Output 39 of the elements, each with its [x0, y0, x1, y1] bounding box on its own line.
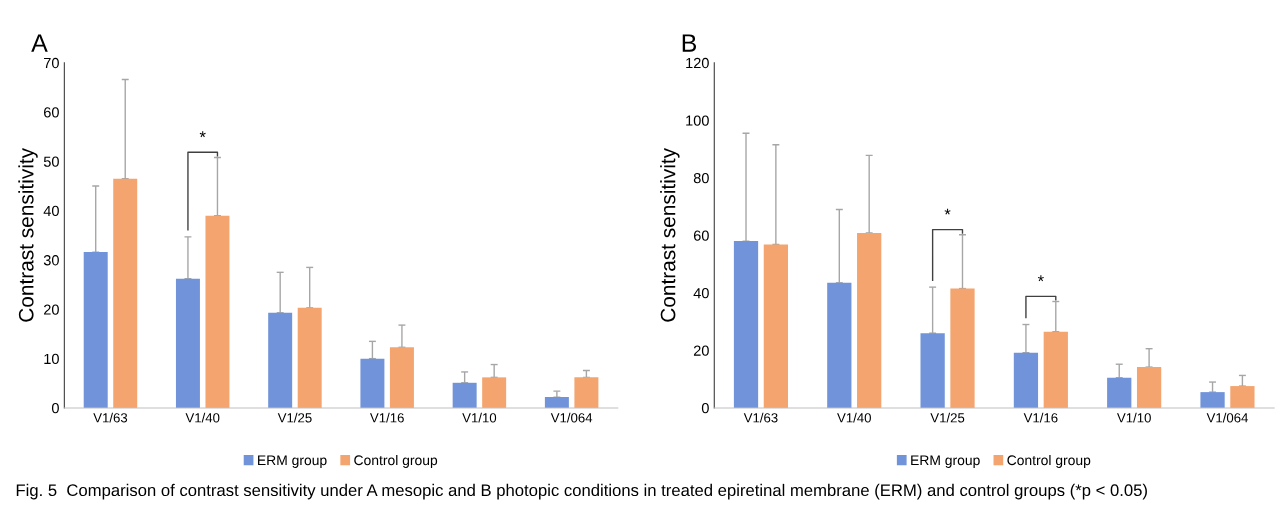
y-tick-label: 80: [693, 172, 709, 184]
y-tick-label: 120: [686, 57, 709, 69]
y-tick-label: 100: [686, 115, 709, 126]
y-tick-label: 30: [43, 255, 59, 266]
y-tick-label: 60: [693, 230, 709, 241]
annotation: *: [199, 131, 206, 138]
y-tick-label: 70: [44, 57, 59, 69]
y-tick-label: 10: [44, 353, 59, 365]
legend-label: Control group: [354, 454, 438, 468]
x-tick-label: V1/10: [462, 412, 497, 423]
x-tick-label: V1/064: [550, 412, 593, 423]
legend-label: ERM group: [258, 455, 327, 468]
annotation: *: [944, 208, 951, 215]
caption: Fig. 5 Comparison of contrast sensitivity under A mesopic and B photopic conditions in treated epiretinal membrane (ERM) and control groups (*p < 0.05): [16, 483, 1147, 500]
y-tick-label: 20: [44, 304, 59, 315]
chart-title: A: [31, 34, 48, 52]
y-tick-label: 60: [44, 107, 59, 118]
chart-title: B: [682, 34, 697, 52]
y-tick-label: 0: [701, 403, 709, 414]
x-tick-label: V1/40: [837, 412, 871, 423]
x-tick-label: V1/10: [1116, 412, 1151, 423]
x-tick-label: V1/064: [1206, 412, 1248, 423]
y-axis-title: Contrast sensitivity: [660, 147, 680, 322]
annotation: *: [1037, 275, 1044, 282]
x-tick-label: V1/63: [93, 412, 128, 423]
y-tick-label: 50: [43, 156, 59, 167]
x-tick-label: V1/16: [369, 412, 404, 423]
x-tick-label: V1/25: [277, 412, 312, 423]
y-tick-label: 20: [693, 345, 709, 356]
y-tick-label: 40: [43, 205, 59, 217]
y-tick-label: 0: [51, 403, 59, 414]
y-axis-title: Contrast sensitivity: [18, 147, 38, 322]
legend-label: ERM group: [911, 455, 980, 468]
x-tick-label: V1/16: [1023, 412, 1058, 423]
legend-label: Control group: [1007, 454, 1091, 468]
x-tick-label: V1/25: [930, 412, 965, 423]
x-tick-label: V1/40: [185, 412, 220, 423]
y-tick-label: 40: [693, 287, 709, 299]
x-tick-label: V1/63: [743, 412, 778, 423]
